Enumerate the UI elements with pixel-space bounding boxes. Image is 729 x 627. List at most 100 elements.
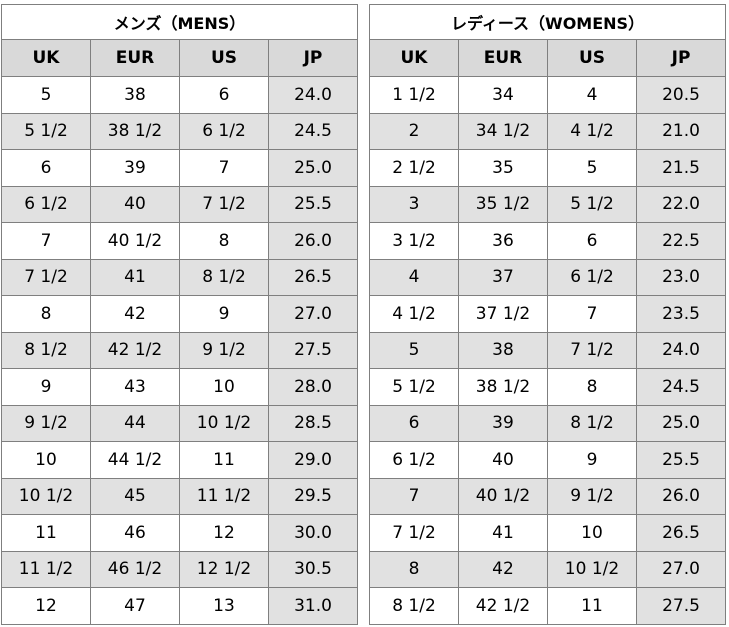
table-row: 6 39 8 1/2 25.0 [369, 404, 727, 442]
table-row: 7 1/2 41 10 26.5 [369, 514, 727, 552]
mens-cell-eur: 43 [90, 368, 180, 406]
womens-cell-us: 7 1/2 [547, 331, 637, 369]
table-row: 8 1/2 42 1/2 9 1/2 27.5 [1, 331, 359, 369]
table-row: 2 1/2 35 5 21.5 [369, 149, 727, 187]
table-row: 2 34 1/2 4 1/2 21.0 [369, 112, 727, 150]
mens-cell-us: 6 1/2 [179, 112, 269, 150]
mens-cell-jp: 24.5 [267, 112, 359, 150]
table-row: 5 1/2 38 1/2 8 24.5 [369, 368, 727, 406]
mens-cell-uk: 8 1/2 [1, 331, 91, 369]
mens-cell-eur: 44 1/2 [90, 441, 180, 479]
mens-cell-eur: 46 [90, 514, 180, 552]
womens-cell-jp: 23.5 [635, 295, 727, 333]
womens-cell-jp: 20.5 [635, 76, 727, 114]
womens-cell-eur: 42 1/2 [458, 587, 548, 625]
womens-header-jp: JP [635, 39, 727, 77]
womens-cell-uk: 3 [369, 185, 459, 223]
mens-cell-uk: 10 [1, 441, 91, 479]
mens-cell-uk: 9 1/2 [1, 404, 91, 442]
womens-cell-jp: 22.0 [635, 185, 727, 223]
mens-cell-uk: 5 [1, 76, 91, 114]
womens-cell-us: 4 [547, 76, 637, 114]
mens-cell-eur: 44 [90, 404, 180, 442]
mens-cell-jp: 27.0 [267, 295, 359, 333]
mens-cell-eur: 39 [90, 149, 180, 187]
mens-cell-jp: 29.0 [267, 441, 359, 479]
womens-cell-us: 9 [547, 441, 637, 479]
mens-cell-us: 9 1/2 [179, 331, 269, 369]
table-row: 8 42 10 1/2 27.0 [369, 550, 727, 588]
mens-cell-us: 12 1/2 [179, 550, 269, 588]
womens-cell-uk: 6 [369, 404, 459, 442]
table-row: 9 1/2 44 10 1/2 28.5 [1, 404, 359, 442]
womens-cell-us: 8 [547, 368, 637, 406]
womens-header-us: US [547, 39, 637, 77]
mens-cell-eur: 38 1/2 [90, 112, 180, 150]
womens-cell-jp: 22.5 [635, 222, 727, 260]
womens-cell-uk: 7 [369, 477, 459, 515]
womens-cell-eur: 34 1/2 [458, 112, 548, 150]
mens-cell-us: 13 [179, 587, 269, 625]
womens-cell-uk: 2 [369, 112, 459, 150]
womens-cell-uk: 8 1/2 [369, 587, 459, 625]
mens-cell-jp: 30.5 [267, 550, 359, 588]
womens-cell-uk: 6 1/2 [369, 441, 459, 479]
womens-cell-uk: 3 1/2 [369, 222, 459, 260]
mens-cell-us: 7 [179, 149, 269, 187]
womens-cell-eur: 39 [458, 404, 548, 442]
womens-cell-jp: 27.5 [635, 587, 727, 625]
womens-cell-jp: 26.5 [635, 514, 727, 552]
mens-table-title: メンズ（MENS） [0, 4, 359, 40]
table-row: 10 1/2 45 11 1/2 29.5 [1, 477, 359, 515]
womens-cell-us: 5 1/2 [547, 185, 637, 223]
mens-cell-uk: 7 [1, 222, 91, 260]
womens-cell-jp: 25.5 [635, 441, 727, 479]
mens-cell-uk: 6 [1, 149, 91, 187]
table-row: 7 1/2 41 8 1/2 26.5 [1, 258, 359, 296]
mens-header-us: US [179, 39, 269, 77]
mens-cell-eur: 41 [90, 258, 180, 296]
womens-table-title: レディース（WOMENS） [368, 4, 727, 40]
womens-cell-jp: 21.0 [635, 112, 727, 150]
table-row: 11 1/2 46 1/2 12 1/2 30.5 [1, 550, 359, 588]
mens-cell-uk: 10 1/2 [1, 477, 91, 515]
womens-cell-us: 6 1/2 [547, 258, 637, 296]
table-row: 6 1/2 40 7 1/2 25.5 [1, 185, 359, 223]
mens-cell-uk: 9 [1, 368, 91, 406]
mens-cell-us: 11 [179, 441, 269, 479]
womens-cell-uk: 7 1/2 [369, 514, 459, 552]
womens-cell-eur: 37 1/2 [458, 295, 548, 333]
mens-header-jp: JP [267, 39, 359, 77]
table-row: 8 1/2 42 1/2 11 27.5 [369, 587, 727, 625]
table-row: 6 1/2 40 9 25.5 [369, 441, 727, 479]
womens-cell-us: 4 1/2 [547, 112, 637, 150]
womens-cell-us: 10 [547, 514, 637, 552]
table-row: 6 39 7 25.0 [1, 149, 359, 187]
womens-cell-us: 11 [547, 587, 637, 625]
womens-cell-us: 8 1/2 [547, 404, 637, 442]
womens-cell-jp: 27.0 [635, 550, 727, 588]
table-row: 5 1/2 38 1/2 6 1/2 24.5 [1, 112, 359, 150]
mens-cell-us: 8 1/2 [179, 258, 269, 296]
mens-cell-jp: 26.5 [267, 258, 359, 296]
womens-header-eur: EUR [458, 39, 548, 77]
womens-cell-uk: 4 1/2 [369, 295, 459, 333]
womens-cell-us: 10 1/2 [547, 550, 637, 588]
mens-cell-eur: 40 [90, 185, 180, 223]
mens-size-table: メンズ（MENS） UK EUR US JP 5 38 6 24.0 5 1/2 38 1… [0, 4, 359, 625]
mens-header-eur: EUR [90, 39, 180, 77]
womens-cell-us: 9 1/2 [547, 477, 637, 515]
mens-cell-eur: 46 1/2 [90, 550, 180, 588]
womens-cell-eur: 37 [458, 258, 548, 296]
table-row: 5 38 7 1/2 24.0 [369, 331, 727, 369]
womens-cell-eur: 36 [458, 222, 548, 260]
womens-cell-uk: 8 [369, 550, 459, 588]
womens-cell-jp: 24.0 [635, 331, 727, 369]
mens-cell-us: 10 [179, 368, 269, 406]
table-row: 11 46 12 30.0 [1, 514, 359, 552]
table-row: 4 1/2 37 1/2 7 23.5 [369, 295, 727, 333]
table-row: 3 35 1/2 5 1/2 22.0 [369, 185, 727, 223]
table-row: 7 40 1/2 8 26.0 [1, 222, 359, 260]
womens-cell-uk: 2 1/2 [369, 149, 459, 187]
womens-cell-jp: 24.5 [635, 368, 727, 406]
